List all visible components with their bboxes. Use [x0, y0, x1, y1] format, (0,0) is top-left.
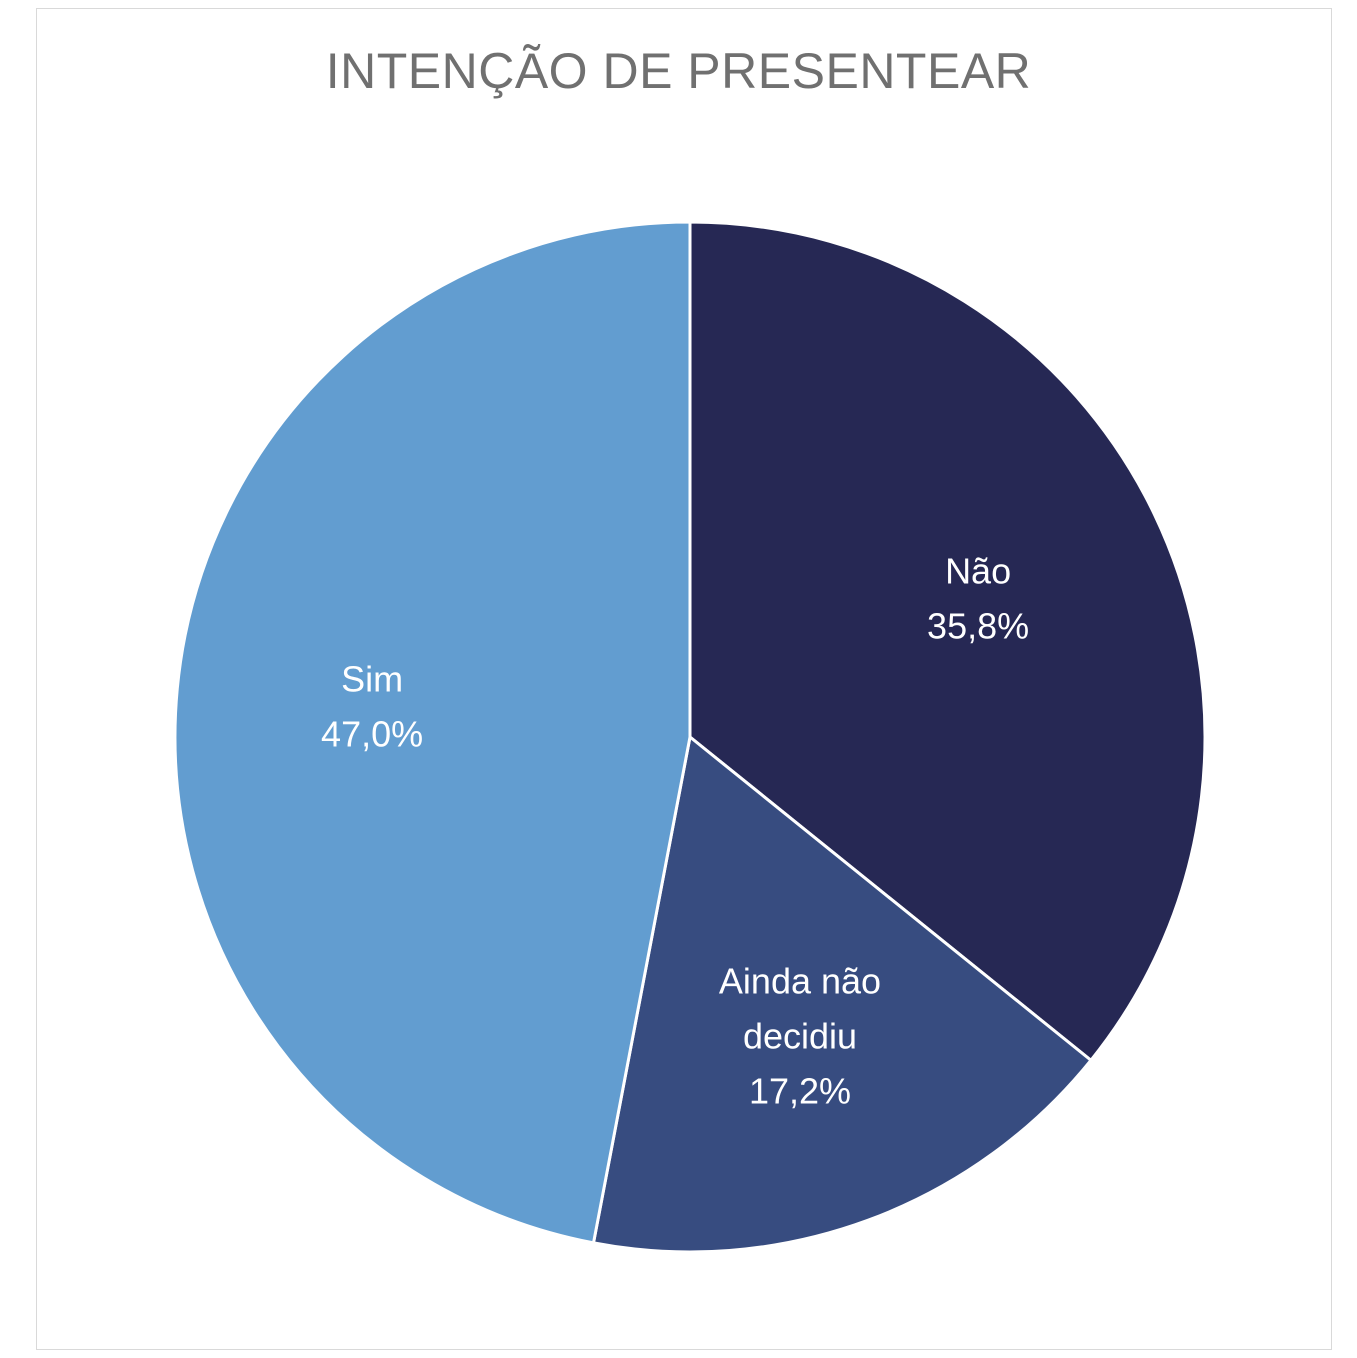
slice-value-label: 35,8%: [927, 606, 1029, 647]
slice-category-label: Ainda não: [719, 961, 881, 1002]
slice-data-label: Ainda não decidiu 17,2%: [719, 961, 881, 1112]
slice-data-label: Sim 47,0%: [321, 659, 423, 755]
slice-data-label: Não 35,8%: [927, 551, 1029, 647]
slice-category-label: Não: [945, 551, 1011, 592]
slice-value-label: 17,2%: [749, 1071, 851, 1112]
slice-category-label: decidiu: [743, 1016, 857, 1057]
slice-category-label: Sim: [341, 659, 403, 700]
pie-slice: [688, 220, 1207, 1062]
pie-slice: [592, 735, 1093, 1254]
pie-slice: [173, 220, 692, 1245]
pie-labels: Não 35,8% Ainda não decidiu 17,2% Sim 47,0%: [321, 551, 1029, 1112]
chart-title: INTENÇÃO DE PRESENTEAR: [325, 43, 1032, 99]
slice-value-label: 47,0%: [321, 714, 423, 755]
pie-slices: [173, 220, 1207, 1254]
